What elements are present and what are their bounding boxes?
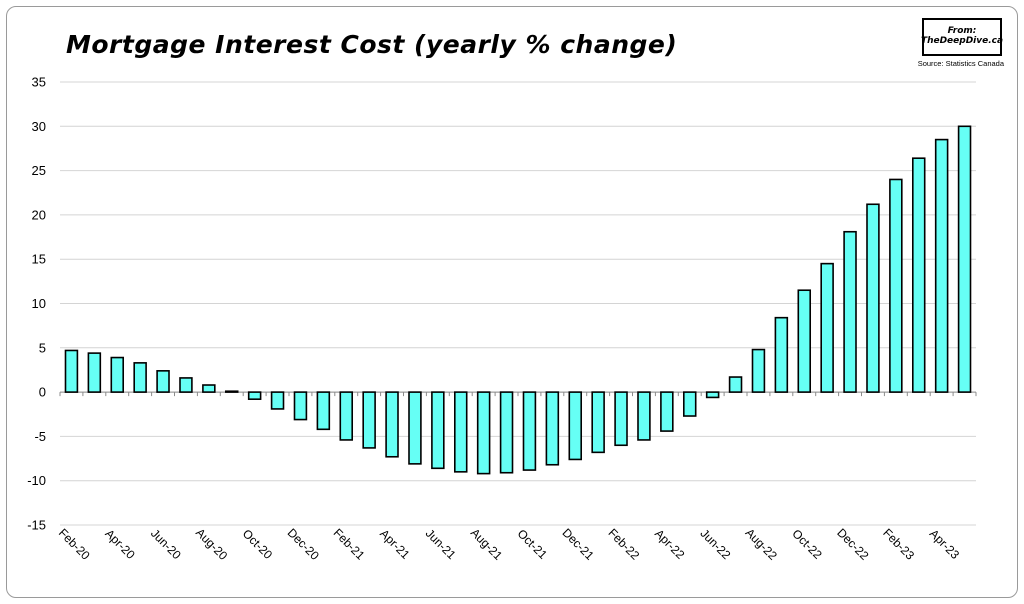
logo-from-text: From:: [947, 26, 977, 37]
source-logo: From: TheDeepDive.ca: [920, 18, 1004, 56]
bar: [751, 348, 766, 393]
y-tick-label: 0: [39, 385, 46, 400]
y-tick-label: -5: [34, 429, 46, 444]
bar: [202, 384, 216, 393]
x-tick-label: Feb-21: [331, 526, 368, 563]
bar: [820, 262, 834, 393]
x-tick-label: Aug-21: [468, 526, 505, 563]
logo-site-text: TheDeepDive.ca: [920, 36, 1004, 46]
bar: [957, 125, 972, 393]
x-tick-label: Aug-22: [743, 526, 780, 563]
y-tick-label: 30: [32, 119, 46, 134]
x-tick-label: Jun-21: [423, 526, 459, 562]
bar: [179, 377, 193, 393]
source-note: Source: Statistics Canada: [917, 59, 1004, 68]
bar: [362, 391, 376, 449]
y-tick-label: 5: [39, 340, 46, 355]
x-tick-label: Dec-20: [285, 526, 322, 563]
x-tick-label: Feb-22: [605, 526, 642, 563]
x-tick-label: Jun-22: [698, 526, 734, 562]
bar: [408, 391, 422, 465]
bar: [476, 391, 491, 475]
x-tick-label: Feb-23: [880, 526, 917, 563]
bar: [453, 391, 468, 473]
x-tick-label: Apr-22: [652, 526, 688, 562]
x-tick-label: Oct-20: [240, 526, 276, 562]
x-tick-label: Dec-22: [834, 526, 871, 563]
bar: [247, 391, 262, 400]
bar: [270, 391, 285, 410]
x-tick-label: Apr-21: [377, 526, 413, 562]
bar: [911, 157, 926, 393]
bar: [522, 391, 537, 471]
x-tick-label: Feb-20: [56, 526, 93, 563]
chart-title: Mortgage Interest Cost (yearly % change): [66, 30, 678, 59]
bar: [431, 391, 445, 470]
bar: [774, 316, 789, 393]
bar: [843, 230, 857, 393]
bar: [797, 289, 812, 393]
bar: [293, 391, 308, 421]
x-tick-label: Jun-20: [148, 526, 184, 562]
bar: [614, 391, 628, 447]
bar: [385, 391, 399, 458]
bar: [87, 352, 102, 393]
y-tick-label: 10: [32, 296, 46, 311]
bar: [889, 178, 903, 393]
y-tick-label: -10: [27, 473, 46, 488]
x-tick-label: Dec-21: [559, 526, 596, 563]
bar: [728, 376, 743, 393]
bar: [591, 391, 605, 454]
bar: [64, 349, 79, 393]
bar: [705, 391, 720, 399]
x-tick-label: Oct-22: [789, 526, 825, 562]
bar: [224, 390, 239, 393]
bar: [545, 391, 560, 466]
bar: [499, 391, 514, 474]
bar: [156, 370, 170, 393]
bar: [866, 203, 880, 393]
bar: [110, 356, 125, 393]
x-tick-label: Apr-20: [102, 526, 138, 562]
x-tick-label: Oct-21: [515, 526, 551, 562]
y-tick-label: 35: [32, 75, 46, 90]
x-tick-label: Apr-23: [927, 526, 963, 562]
bar: [133, 362, 147, 393]
bar: [934, 138, 949, 393]
bar: [637, 391, 651, 441]
y-tick-label: 25: [32, 163, 46, 178]
bar: [339, 391, 354, 441]
y-tick-label: 15: [32, 252, 46, 267]
bar: [316, 391, 331, 431]
bar: [568, 391, 583, 461]
bar: [660, 391, 674, 432]
bar: [682, 391, 697, 417]
y-tick-label: 20: [32, 207, 46, 222]
x-tick-label: Aug-20: [193, 526, 230, 563]
y-tick-label: -15: [27, 518, 46, 533]
